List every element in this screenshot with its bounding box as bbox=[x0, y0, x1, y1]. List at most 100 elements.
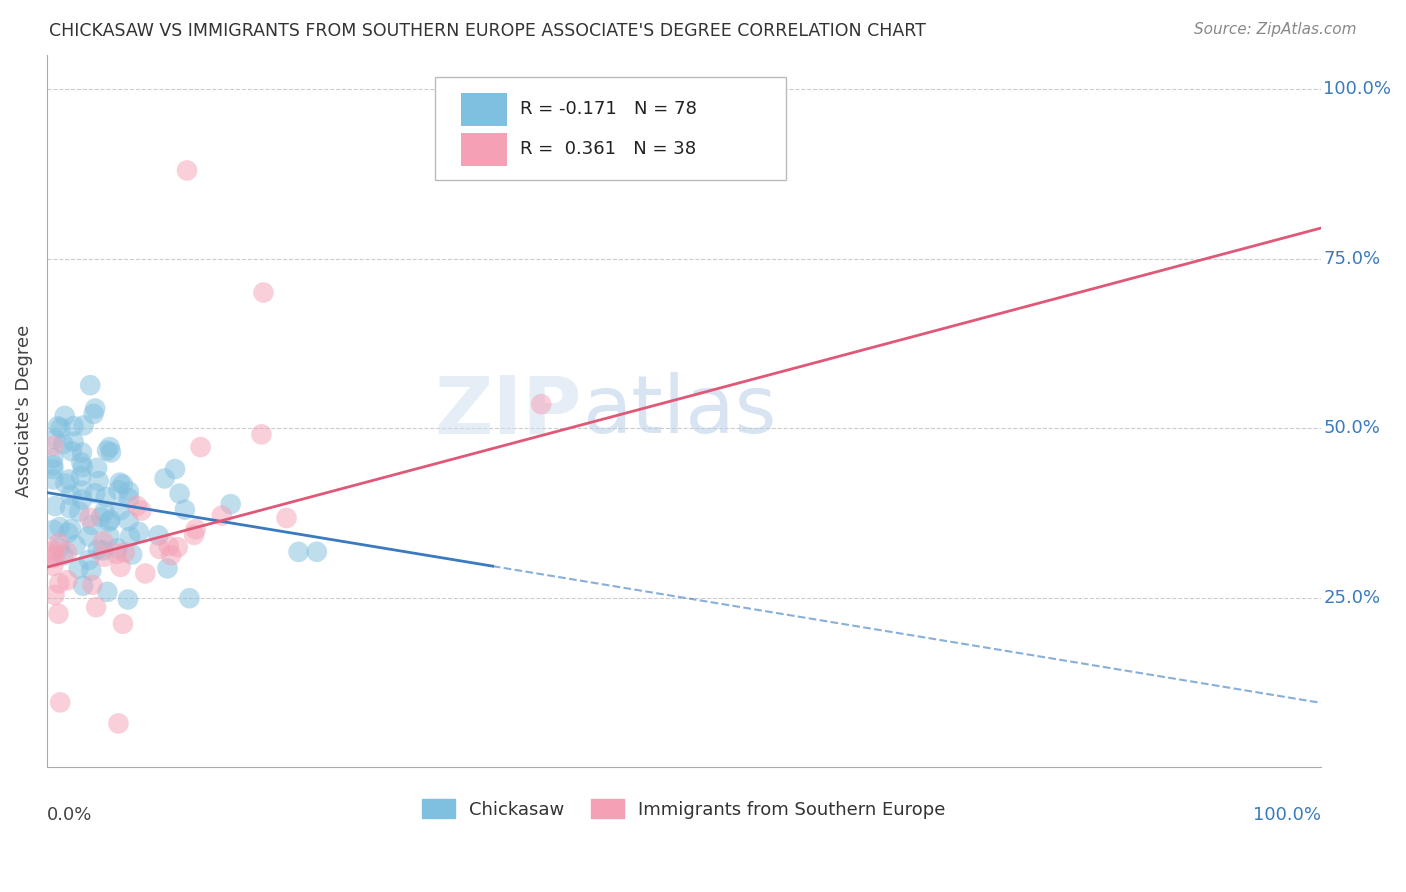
Point bbox=[86, 461, 108, 475]
Point bbox=[42, 439, 65, 453]
Point bbox=[530, 397, 553, 411]
Point bbox=[72, 579, 94, 593]
Point bbox=[91, 543, 114, 558]
Point bbox=[183, 528, 205, 542]
Point bbox=[49, 695, 72, 709]
Point bbox=[219, 497, 242, 511]
Point bbox=[100, 445, 122, 459]
Text: 0.0%: 0.0% bbox=[46, 806, 93, 824]
Point bbox=[157, 539, 180, 553]
Point bbox=[160, 549, 183, 563]
Point bbox=[48, 576, 70, 591]
Point bbox=[84, 486, 107, 500]
Point bbox=[211, 508, 233, 523]
Point bbox=[84, 600, 107, 615]
Text: 100.0%: 100.0% bbox=[1253, 806, 1320, 824]
Point bbox=[91, 534, 114, 549]
Point bbox=[179, 591, 201, 606]
Point bbox=[80, 564, 103, 578]
Point bbox=[166, 541, 188, 555]
Text: R = -0.171   N = 78: R = -0.171 N = 78 bbox=[520, 100, 696, 119]
Point bbox=[73, 418, 96, 433]
Point bbox=[108, 475, 131, 490]
Point bbox=[44, 432, 66, 446]
Point bbox=[252, 285, 274, 300]
Point bbox=[84, 401, 107, 416]
Point bbox=[46, 419, 69, 434]
Point bbox=[93, 504, 115, 518]
Point bbox=[42, 558, 65, 573]
Text: R =  0.361   N = 38: R = 0.361 N = 38 bbox=[520, 140, 696, 158]
Point bbox=[87, 474, 110, 488]
Text: Source: ZipAtlas.com: Source: ZipAtlas.com bbox=[1194, 22, 1357, 37]
Point bbox=[276, 511, 298, 525]
Point bbox=[176, 163, 198, 178]
Point bbox=[114, 545, 136, 559]
Point bbox=[53, 409, 76, 423]
Point bbox=[42, 472, 65, 486]
Point bbox=[117, 592, 139, 607]
Point bbox=[98, 529, 121, 543]
Point bbox=[153, 471, 176, 485]
Point bbox=[58, 473, 80, 487]
Point bbox=[110, 559, 132, 574]
Point bbox=[148, 528, 170, 542]
Point bbox=[82, 518, 104, 533]
Point bbox=[56, 573, 79, 587]
Text: 75.0%: 75.0% bbox=[1323, 250, 1381, 268]
Point bbox=[118, 484, 141, 499]
Point bbox=[111, 616, 134, 631]
Point bbox=[42, 458, 65, 473]
Point bbox=[169, 486, 191, 500]
Point bbox=[59, 501, 82, 516]
Point bbox=[42, 548, 65, 562]
Point bbox=[117, 514, 139, 528]
Point bbox=[90, 510, 112, 524]
Point bbox=[96, 443, 118, 458]
Point bbox=[56, 545, 79, 559]
Point bbox=[59, 488, 82, 502]
FancyBboxPatch shape bbox=[436, 77, 786, 180]
Point bbox=[44, 499, 66, 513]
Point bbox=[42, 451, 65, 466]
Point bbox=[93, 549, 115, 564]
Point bbox=[105, 541, 128, 556]
Point bbox=[60, 522, 83, 536]
Point bbox=[94, 490, 117, 504]
Point bbox=[131, 503, 153, 517]
Point bbox=[44, 550, 66, 565]
Point bbox=[121, 548, 143, 562]
Point bbox=[250, 427, 273, 442]
Point bbox=[96, 584, 118, 599]
Point bbox=[173, 502, 195, 516]
Text: ZIP: ZIP bbox=[434, 372, 582, 450]
Y-axis label: Associate's Degree: Associate's Degree bbox=[15, 325, 32, 498]
Point bbox=[125, 499, 148, 513]
Point bbox=[48, 520, 70, 534]
Point bbox=[83, 407, 105, 421]
Point bbox=[72, 460, 94, 475]
Point bbox=[105, 547, 128, 561]
Point bbox=[77, 553, 100, 567]
Point bbox=[60, 444, 83, 458]
Point bbox=[52, 549, 75, 563]
FancyBboxPatch shape bbox=[461, 93, 506, 126]
Point bbox=[82, 578, 104, 592]
Point bbox=[67, 561, 90, 575]
Point bbox=[70, 469, 93, 483]
Point bbox=[118, 491, 141, 505]
Point bbox=[62, 419, 84, 434]
Point bbox=[70, 445, 93, 459]
Point bbox=[107, 716, 129, 731]
Point bbox=[52, 437, 75, 451]
Point bbox=[111, 477, 134, 491]
Point bbox=[44, 588, 66, 602]
Point bbox=[42, 523, 65, 537]
Legend: Chickasaw, Immigrants from Southern Europe: Chickasaw, Immigrants from Southern Euro… bbox=[415, 792, 953, 826]
Text: 50.0%: 50.0% bbox=[1323, 419, 1381, 437]
Point bbox=[70, 492, 93, 507]
Text: atlas: atlas bbox=[582, 372, 776, 450]
Point bbox=[87, 542, 110, 557]
Point bbox=[128, 524, 150, 539]
Point bbox=[110, 503, 132, 517]
